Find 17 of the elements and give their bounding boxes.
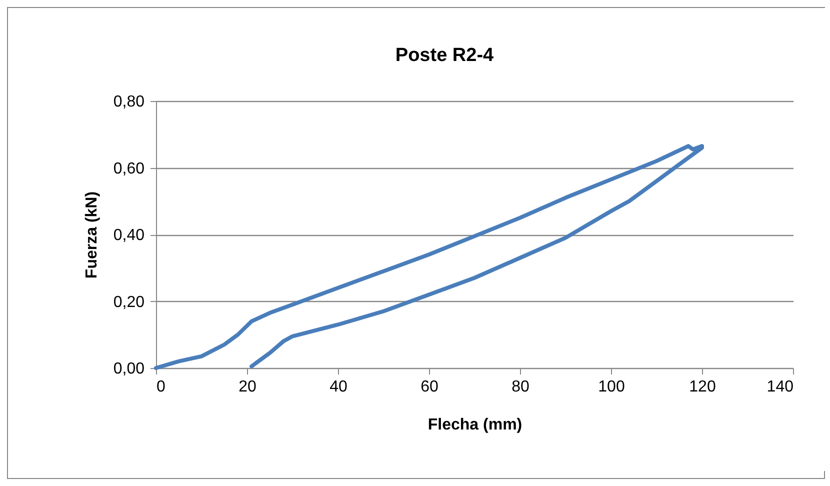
y-tick-label: 0,80 (113, 94, 145, 110)
y-tick-label: 0,20 (113, 294, 145, 311)
x-tick-label: 140 (766, 378, 794, 396)
y-tick-label: 0,60 (113, 160, 145, 178)
x-tick-label: 120 (689, 378, 716, 396)
x-tick-label: 40 (330, 378, 348, 396)
y-tick-label: 0,40 (113, 227, 145, 244)
y-axis-title: Fuerza (kN) (83, 191, 100, 279)
x-tick-label: 60 (420, 378, 438, 396)
x-axis-title: Flecha (mm) (428, 416, 522, 434)
x-tick-label: 20 (238, 378, 256, 396)
chart-title: Poste R2-4 (395, 45, 494, 66)
y-tick-label: 0,00 (113, 360, 145, 378)
line-series (154, 144, 704, 370)
x-tick-label: 80 (512, 378, 530, 396)
x-tick-label: 100 (598, 378, 625, 396)
x-tick-label: 0 (156, 378, 166, 396)
